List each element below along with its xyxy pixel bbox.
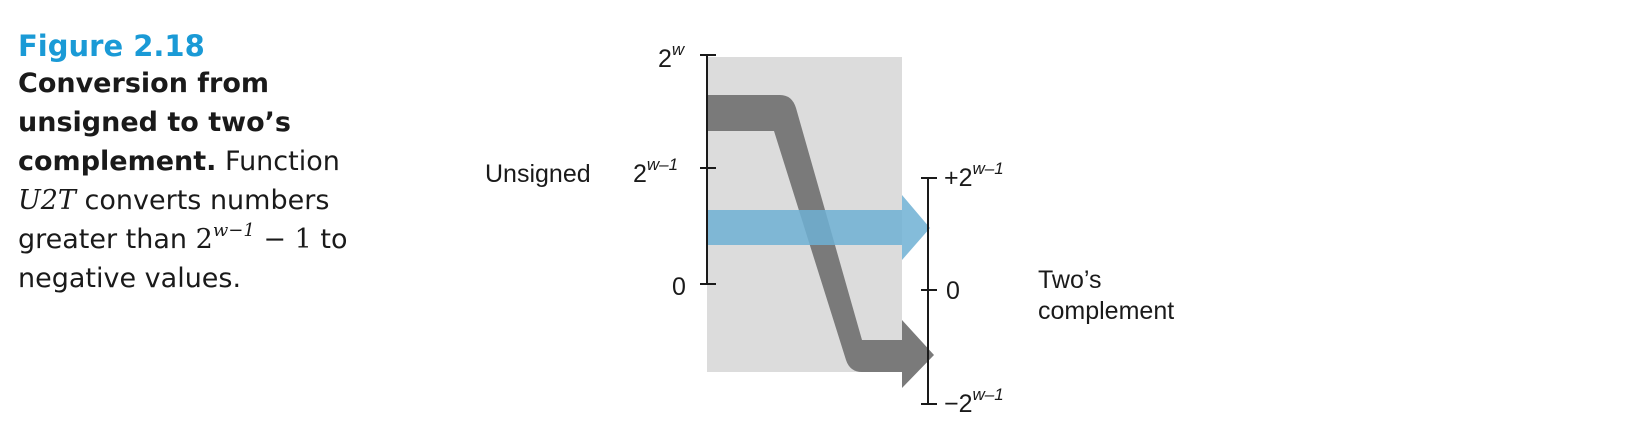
twos-complement-label-line-1: Two’s (1038, 266, 1101, 294)
figure-caption: Figure 2.18 Conversion from unsigned to … (18, 28, 398, 298)
math-exponent: w−1 (212, 220, 255, 241)
caption-desc-mid: converts numbers (84, 185, 330, 216)
twos-complement-label-line-2: complement (1038, 297, 1174, 325)
caption-title-line-2: unsigned to two’s (18, 107, 291, 138)
unsigned-tick-label-mid: 2w–1 (633, 155, 678, 188)
caption-desc-greater: greater than (18, 224, 188, 255)
caption-line-3: complement. Function (18, 142, 398, 181)
figure-label: Figure 2.18 (18, 29, 205, 63)
twos-tick-label-top: +2w–1 (944, 159, 1004, 192)
caption-body: Conversion from unsigned to two’s comple… (18, 64, 398, 298)
caption-desc-end: negative values. (18, 263, 242, 294)
math-base: 2 (195, 224, 213, 255)
caption-title-line-3: complement. (18, 146, 217, 177)
unsigned-axis-label: Unsigned (485, 160, 591, 188)
unsigned-tick-label-zero: 0 (672, 273, 686, 301)
caption-line-5: greater than 2w−1 − 1 to (18, 220, 398, 259)
math-tail: − 1 (263, 224, 312, 255)
twos-tick-label-bottom: −2w–1 (944, 385, 1004, 418)
twos-tick-label-zero: 0 (946, 277, 960, 305)
blue-mapping-band (707, 195, 930, 260)
caption-title-line-1: Conversion from (18, 68, 270, 99)
caption-line-4: U2T converts numbers (18, 181, 398, 220)
unsigned-tick-label-top: 2w (658, 40, 686, 73)
function-name: U2T (18, 185, 76, 216)
caption-desc-to: to (320, 224, 348, 255)
caption-desc-word: Function (225, 146, 340, 177)
